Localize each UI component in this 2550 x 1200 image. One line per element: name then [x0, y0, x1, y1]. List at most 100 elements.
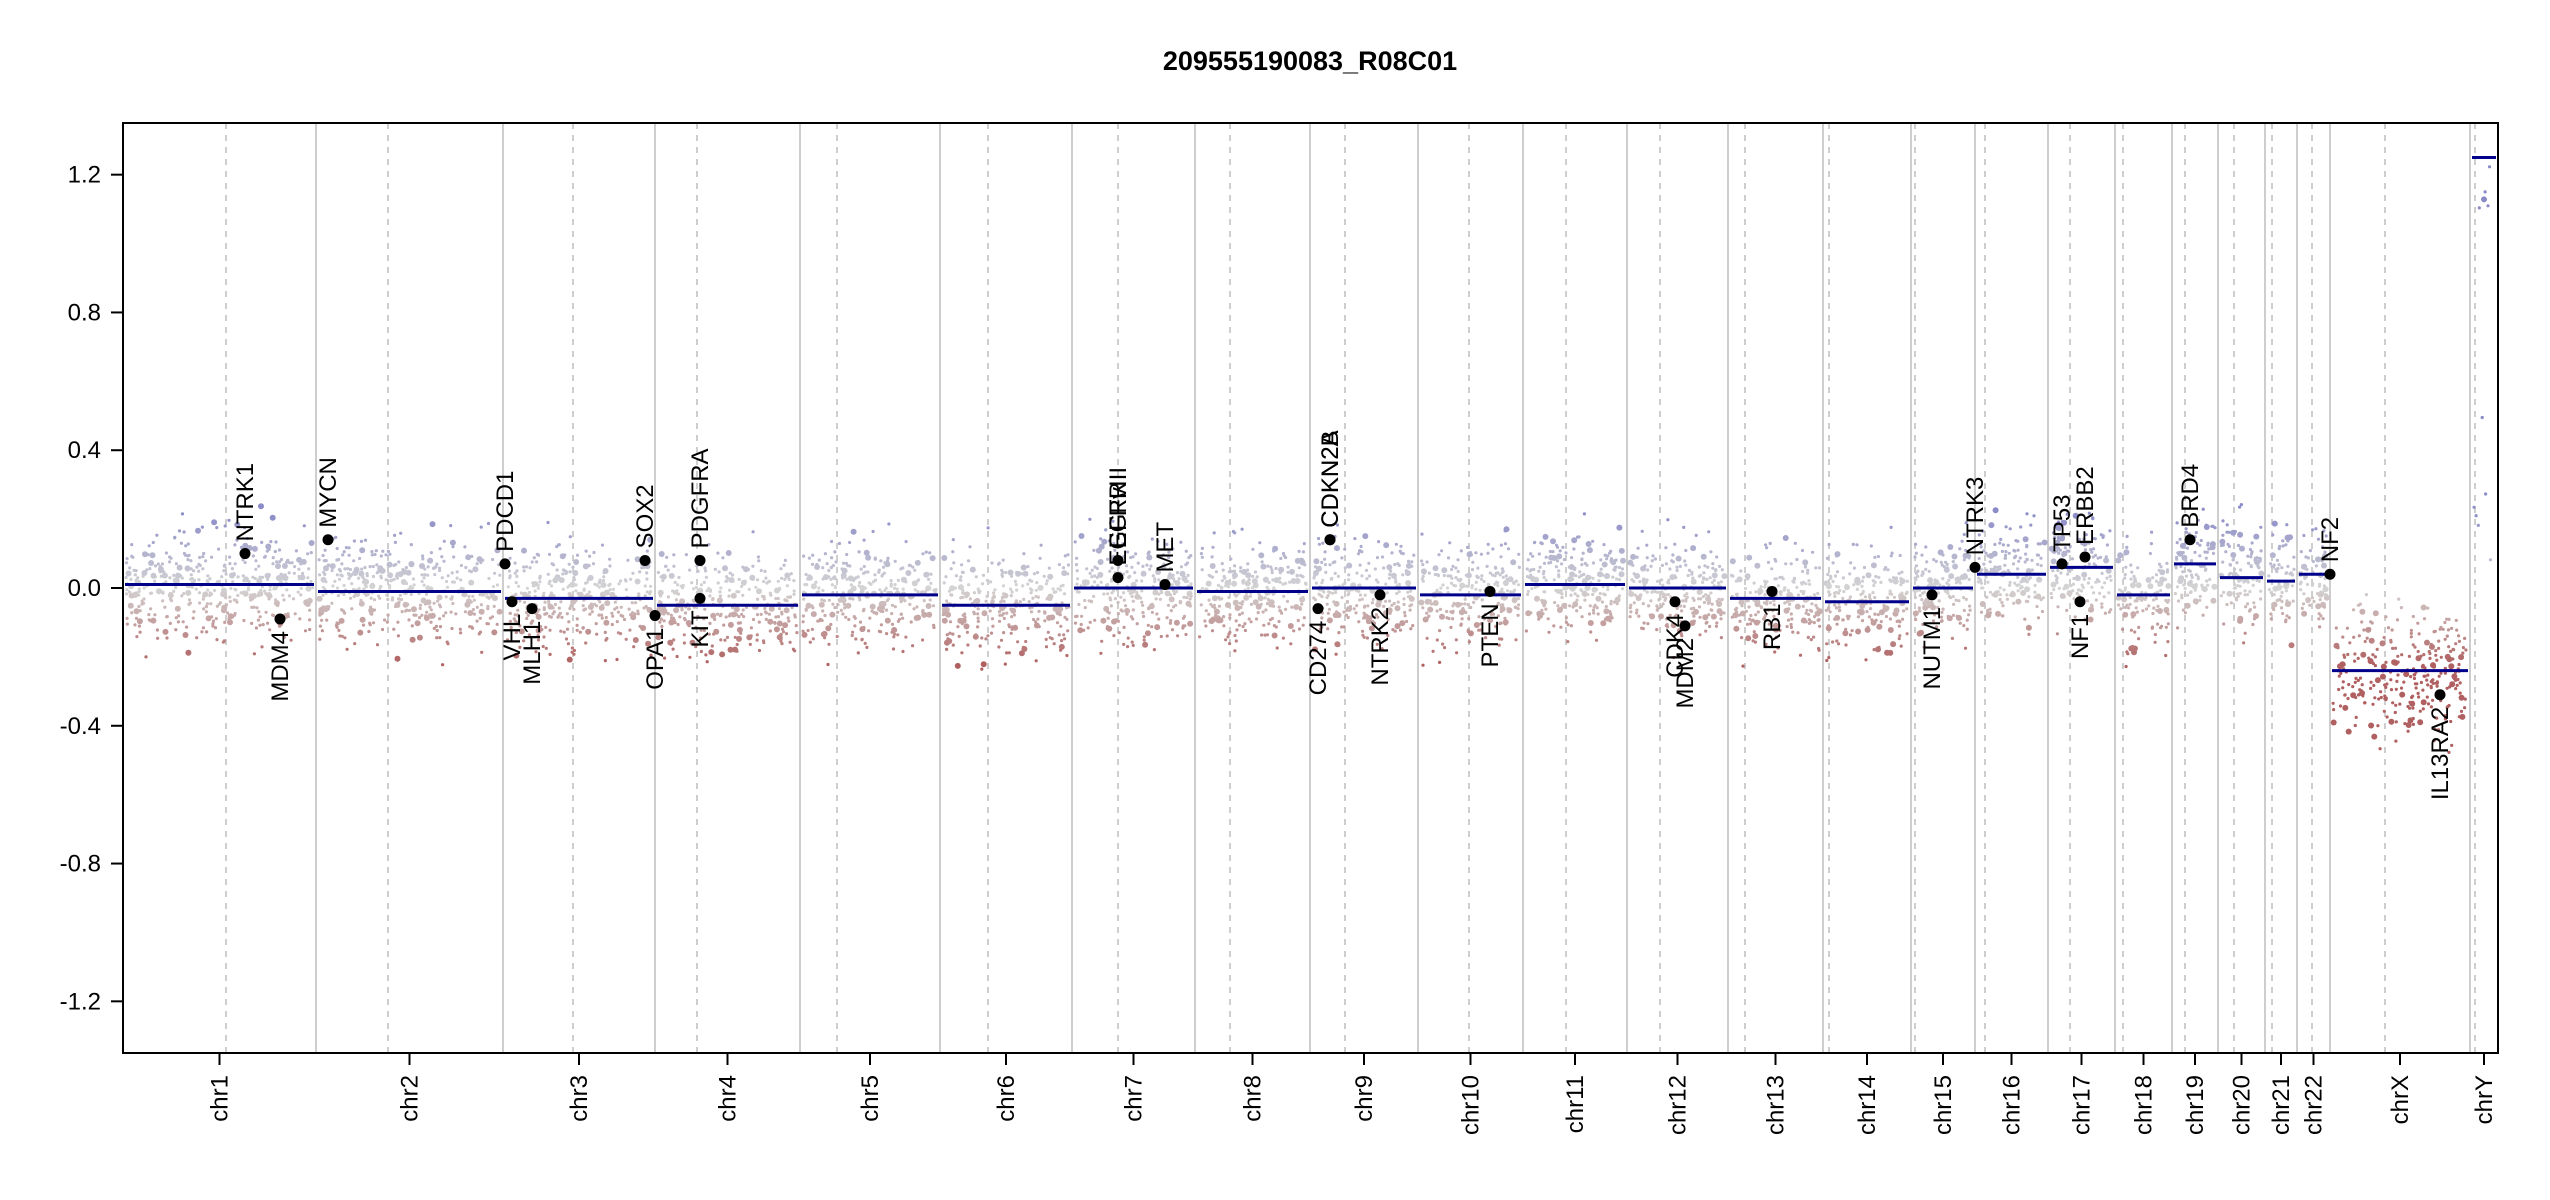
probe-point	[1661, 602, 1665, 606]
probe-point	[130, 554, 134, 558]
probe-point	[573, 559, 580, 565]
probe-point	[341, 609, 345, 613]
probe-point	[831, 576, 835, 580]
probe-point	[1265, 602, 1270, 606]
probe-point	[2157, 568, 2161, 572]
probe-point	[966, 559, 971, 563]
probe-point	[1232, 599, 1239, 606]
probe-point	[1148, 567, 1152, 571]
probe-point	[386, 597, 390, 602]
probe-point	[2180, 596, 2184, 600]
probe-point	[1442, 573, 1446, 578]
probe-point	[2176, 626, 2180, 630]
probe-point	[699, 583, 704, 587]
probe-point	[2277, 563, 2281, 567]
probe-point	[1795, 585, 1799, 590]
probe-point	[604, 600, 611, 607]
probe-point	[2153, 640, 2157, 644]
probe-point	[1566, 640, 1570, 644]
probe-point	[1009, 631, 1013, 635]
probe-point	[1603, 608, 1610, 615]
probe-point	[1002, 616, 1006, 621]
probe-point	[442, 614, 446, 618]
probe-point	[757, 620, 761, 624]
probe-point	[531, 584, 535, 588]
probe-point	[343, 636, 347, 640]
probe-point	[854, 637, 858, 641]
probe-point	[526, 613, 530, 618]
probe-point	[461, 593, 465, 597]
probe-point	[682, 641, 687, 645]
probe-point	[1687, 568, 1692, 573]
probe-point	[564, 571, 568, 576]
probe-point	[1701, 595, 1705, 599]
probe-point	[1954, 577, 1958, 581]
probe-point	[525, 610, 529, 615]
probe-point	[610, 622, 614, 627]
probe-point	[1220, 562, 1224, 566]
probe-point	[2025, 545, 2029, 549]
probe-point	[1386, 607, 1393, 614]
probe-point	[1914, 617, 1918, 622]
probe-point	[2181, 570, 2185, 574]
probe-point	[629, 577, 633, 581]
probe-point	[1533, 585, 1537, 589]
probe-point	[2198, 594, 2202, 599]
probe-point	[859, 585, 866, 591]
probe-point	[2306, 556, 2310, 560]
probe-point	[608, 557, 612, 561]
probe-point	[848, 597, 852, 601]
probe-point	[1719, 636, 1723, 640]
probe-point	[829, 577, 833, 582]
probe-point	[1442, 568, 1446, 572]
probe-point	[1209, 602, 1213, 607]
probe-point	[1092, 548, 1096, 553]
probe-point	[2129, 582, 2136, 589]
probe-point	[127, 602, 134, 609]
probe-point	[767, 579, 772, 584]
probe-point	[2003, 553, 2008, 558]
probe-point	[587, 590, 592, 594]
probe-point	[1905, 607, 1909, 611]
probe-point	[1224, 579, 1231, 586]
probe-point	[1668, 567, 1672, 571]
probe-point	[2179, 564, 2183, 569]
probe-point	[1408, 604, 1412, 608]
probe-point	[2157, 608, 2163, 614]
probe-point	[1763, 613, 1768, 617]
probe-point	[177, 614, 181, 618]
probe-point	[1768, 541, 1772, 546]
probe-point	[2134, 606, 2138, 610]
probe-point	[407, 608, 411, 613]
probe-point	[287, 571, 291, 575]
probe-point	[1738, 599, 1745, 606]
probe-point	[862, 564, 866, 569]
probe-point	[931, 604, 936, 608]
probe-point	[2211, 583, 2218, 590]
probe-point	[1277, 619, 1281, 624]
probe-point	[374, 549, 378, 553]
probe-point	[885, 599, 889, 603]
probe-point	[1848, 595, 1852, 599]
probe-point	[1770, 567, 1774, 571]
probe-point	[1815, 606, 1819, 610]
probe-point	[1394, 623, 1401, 630]
probe-point	[2183, 587, 2187, 591]
probe-point	[301, 571, 305, 576]
probe-point	[901, 566, 905, 570]
probe-point	[2145, 577, 2152, 583]
probe-point	[409, 636, 416, 643]
probe-point	[2354, 676, 2358, 681]
probe-point	[2202, 564, 2206, 568]
probe-point	[2032, 514, 2036, 518]
probe-point	[1109, 604, 1113, 608]
probe-point	[1914, 577, 1918, 582]
probe-point	[486, 604, 490, 609]
probe-point	[2105, 567, 2112, 574]
probe-point	[1289, 642, 1293, 646]
probe-point	[228, 595, 232, 599]
probe-point	[1493, 574, 1497, 578]
probe-point	[1270, 571, 1274, 575]
probe-point	[182, 632, 189, 638]
probe-point	[2033, 590, 2037, 594]
